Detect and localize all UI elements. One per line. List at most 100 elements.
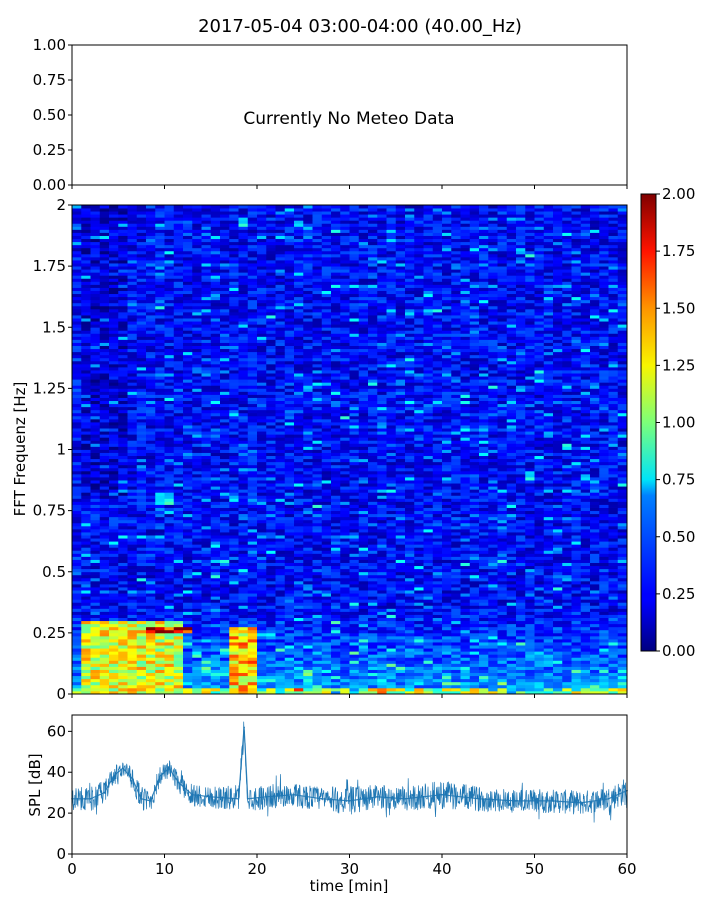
spectrogram-cell bbox=[220, 587, 230, 591]
spectrogram-cell bbox=[414, 556, 424, 560]
spectrogram-cell bbox=[146, 513, 156, 518]
spectrogram-cell bbox=[81, 553, 91, 557]
spectrogram-cell bbox=[460, 580, 471, 585]
spectrogram-cell bbox=[590, 590, 600, 594]
spectrogram-cell bbox=[183, 648, 193, 652]
spectrogram-cell bbox=[340, 648, 350, 652]
spectrogram-cell bbox=[201, 565, 212, 570]
spectrogram-cell bbox=[81, 590, 91, 594]
spectrogram-cell bbox=[599, 556, 609, 560]
spectrogram-cell bbox=[608, 678, 619, 683]
spectrogram-cell bbox=[164, 642, 175, 646]
spectrogram-cell bbox=[192, 464, 202, 469]
spectrogram-cell bbox=[599, 675, 609, 680]
spectrogram-cell bbox=[377, 580, 387, 585]
spectrogram-cell bbox=[257, 635, 267, 640]
spectrogram-cell bbox=[571, 638, 582, 643]
spectrogram-cell bbox=[201, 632, 212, 637]
spectrogram-cell bbox=[469, 528, 480, 533]
spectrogram-cell bbox=[405, 480, 415, 484]
spectrogram-cell bbox=[571, 690, 582, 695]
spectrogram-cell bbox=[571, 593, 582, 597]
spectrogram-cell bbox=[109, 596, 119, 600]
spectrogram-cell bbox=[99, 614, 110, 618]
spectrogram-cell bbox=[238, 642, 249, 646]
spectrogram-cell bbox=[497, 489, 508, 493]
spectrogram-cell bbox=[590, 565, 600, 570]
spectrogram-cell bbox=[534, 559, 545, 563]
spectrogram-cell bbox=[395, 608, 406, 612]
spectrogram-cell bbox=[543, 547, 554, 551]
spectrogram-cell bbox=[423, 489, 434, 493]
spectrogram-cell bbox=[81, 583, 91, 588]
spectrogram-cell bbox=[414, 620, 424, 625]
spectrogram-cell bbox=[229, 501, 239, 505]
spectrogram-cell bbox=[238, 690, 249, 695]
spectrogram-cell bbox=[386, 452, 397, 457]
spectrogram-cell bbox=[349, 461, 360, 466]
spectrogram-cell bbox=[553, 587, 563, 591]
spectrogram-cell bbox=[442, 611, 452, 615]
spectrogram-cell bbox=[229, 522, 239, 527]
spectrogram-cell bbox=[90, 492, 101, 496]
spectrogram-cell bbox=[201, 599, 212, 603]
spectrogram-cell bbox=[349, 629, 360, 634]
spectrogram-cell bbox=[479, 690, 489, 695]
spectrogram-cell bbox=[553, 626, 563, 631]
spectrogram-cell bbox=[81, 528, 91, 533]
spectrogram-cell bbox=[312, 666, 323, 670]
spectrogram-cell bbox=[377, 583, 387, 588]
spectrogram-cell bbox=[580, 642, 591, 646]
spectrogram-cell bbox=[525, 449, 535, 453]
spectrogram-cell bbox=[488, 690, 498, 695]
spectrogram-cell bbox=[506, 672, 517, 677]
spectrogram-cell bbox=[377, 480, 387, 484]
spectrogram-cell bbox=[590, 495, 600, 499]
spectrogram-cell bbox=[460, 501, 471, 505]
spectrogram-cell bbox=[423, 553, 434, 557]
spectrogram-cell bbox=[118, 669, 128, 674]
spectrogram-cell bbox=[488, 535, 498, 539]
spectrogram-cell bbox=[220, 507, 230, 512]
spectrogram-cell bbox=[331, 587, 341, 591]
spectrogram-cell bbox=[423, 629, 434, 634]
spectrogram-cell bbox=[349, 458, 360, 463]
spectrogram-cell bbox=[173, 675, 184, 680]
spectrogram-cell bbox=[173, 574, 184, 579]
spectrogram-cell bbox=[534, 492, 545, 496]
spectrogram-cell bbox=[303, 620, 313, 625]
spectrogram-cell bbox=[99, 611, 110, 615]
spectrogram-cell bbox=[164, 666, 175, 670]
spectrogram-cell bbox=[331, 507, 341, 512]
spectrogram-cell bbox=[368, 452, 378, 457]
spectrogram-cell bbox=[220, 672, 230, 677]
spectrogram-cell bbox=[562, 629, 572, 634]
spectrogram-cell bbox=[238, 565, 249, 570]
spectrogram-cell bbox=[608, 458, 619, 463]
spectrogram-cell bbox=[257, 495, 267, 499]
spectrogram-cell bbox=[553, 538, 563, 542]
spectrogram-cell bbox=[497, 611, 508, 615]
spectrogram-cell bbox=[155, 617, 165, 622]
spectrogram-cell bbox=[192, 648, 202, 652]
spectrogram-cell bbox=[238, 489, 249, 493]
spectrogram-cell bbox=[423, 638, 434, 643]
spectrogram-cell bbox=[155, 599, 165, 603]
spectrogram-cell bbox=[321, 504, 332, 508]
spectrogram-cell bbox=[90, 602, 101, 606]
spectrogram-cell bbox=[247, 528, 258, 533]
spectrogram-cell bbox=[349, 550, 360, 554]
spectrogram-cell bbox=[525, 660, 535, 664]
spectrogram-cell bbox=[395, 672, 406, 677]
spectrogram-cell bbox=[488, 645, 498, 649]
spectrogram-cell bbox=[423, 611, 434, 615]
spectrogram-cell bbox=[294, 510, 304, 515]
spectrogram-cell bbox=[460, 492, 471, 496]
spectrogram-cell bbox=[479, 608, 489, 612]
spectrogram-cell bbox=[571, 580, 582, 585]
spectrogram-cell bbox=[220, 464, 230, 469]
spectrogram-cell bbox=[303, 559, 313, 563]
spectrogram-cell bbox=[109, 443, 119, 447]
spectrogram-cell bbox=[173, 538, 184, 542]
spectrogram-cell bbox=[192, 651, 202, 655]
